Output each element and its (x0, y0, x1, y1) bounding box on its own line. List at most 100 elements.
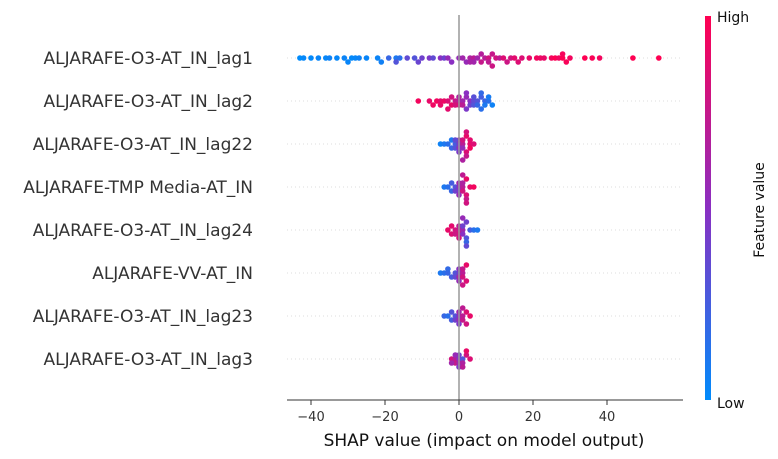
shap-point (459, 364, 466, 370)
shap-point (474, 102, 481, 108)
shap-point (463, 309, 470, 315)
shap-point (452, 231, 459, 237)
shap-point (463, 129, 470, 135)
shap-point (559, 51, 566, 57)
shap-point (463, 106, 470, 112)
shap-point (445, 313, 451, 319)
shap-point (341, 55, 348, 61)
shap-point (430, 55, 436, 61)
shap-point (526, 55, 533, 61)
x-tick-label: 0 (455, 410, 463, 425)
shap-point (445, 98, 451, 104)
shap-point (459, 157, 466, 163)
shap-point (463, 133, 470, 139)
shap-point (478, 90, 485, 96)
shap-point (656, 55, 662, 61)
shap-point (467, 145, 473, 151)
shap-point (511, 55, 518, 61)
shap-point (459, 266, 466, 272)
shap-point (445, 227, 451, 233)
shap-point (485, 98, 492, 104)
shap-point (459, 317, 466, 323)
shap-point (474, 227, 481, 233)
shap-point (315, 55, 322, 61)
shap-point (326, 55, 333, 61)
shap-point (459, 188, 466, 194)
feature-rows: ALJARAFE-O3-AT_IN_lag1 ALJARAFE-O3-AT_IN_… (23, 49, 683, 370)
shap-point (459, 102, 466, 108)
shap-point (334, 55, 340, 61)
colorbar-low-label: Low (717, 396, 745, 412)
shap-point (519, 55, 525, 61)
shap-point (559, 55, 566, 61)
shap-point (582, 55, 588, 61)
shap-point (467, 356, 473, 362)
shap-point (448, 360, 455, 366)
shap-point (437, 102, 444, 108)
shap-point (452, 102, 459, 108)
shap-point (515, 59, 521, 65)
shap-point (489, 63, 496, 69)
shap-point (378, 59, 385, 65)
shap-point (478, 106, 485, 112)
shap-point (363, 55, 370, 61)
colorbar-title: Feature value (752, 162, 768, 258)
x-tick-label: −40 (297, 410, 324, 425)
shap-point (478, 94, 485, 100)
shap-point (448, 180, 455, 186)
shap-point (459, 270, 466, 276)
shap-point (459, 231, 466, 237)
shap-point (445, 266, 451, 272)
shap-point (474, 55, 481, 61)
feature-label: ALJARAFE-TMP Media-AT_IN (23, 178, 253, 198)
feature-label: ALJARAFE-O3-AT_IN_lag1 (44, 49, 253, 69)
shap-point (393, 59, 399, 65)
shap-point (445, 55, 451, 61)
shap-point (445, 270, 451, 276)
shap-point (445, 106, 451, 112)
shap-point (478, 51, 485, 57)
x-tick-label: −20 (371, 410, 398, 425)
shap-point (463, 235, 470, 241)
feature-label: ALJARAFE-O3-AT_IN_lag2 (44, 92, 253, 112)
beeswarm-points (297, 51, 662, 370)
shap-point (463, 192, 470, 198)
shap-point (467, 59, 473, 65)
shap-point (459, 180, 466, 186)
shap-point (471, 184, 477, 190)
x-axis-title: SHAP value (impact on model output) (324, 431, 645, 451)
shap-point (430, 102, 436, 108)
shap-point (419, 55, 425, 61)
shap-point (448, 223, 455, 229)
shap-point (500, 55, 507, 61)
shap-point (459, 227, 466, 233)
shap-point (459, 145, 466, 151)
shap-point (297, 55, 303, 61)
shap-point (356, 55, 362, 61)
shap-point (463, 239, 470, 245)
shap-point (474, 98, 481, 104)
shap-point (463, 153, 470, 159)
shap-point (459, 223, 466, 229)
shap-point (459, 356, 466, 362)
shap-point (415, 98, 422, 104)
shap-point (467, 313, 473, 319)
shap-point (459, 55, 466, 61)
shap-point (489, 51, 496, 57)
x-tick-label: 20 (525, 410, 542, 425)
shap-point (504, 59, 510, 65)
shap-point (452, 352, 459, 358)
shap-point (345, 59, 351, 65)
shap-point (589, 55, 595, 61)
shap-point (448, 309, 455, 315)
shap-point (478, 59, 485, 65)
shap-point (426, 98, 433, 104)
shap-point (467, 137, 473, 143)
shap-point (459, 184, 466, 190)
shap-point (463, 262, 470, 268)
shap-point (445, 184, 451, 190)
shap-point (471, 141, 477, 147)
shap-point (482, 102, 488, 108)
feature-label: ALJARAFE-O3-AT_IN_lag3 (44, 350, 253, 370)
